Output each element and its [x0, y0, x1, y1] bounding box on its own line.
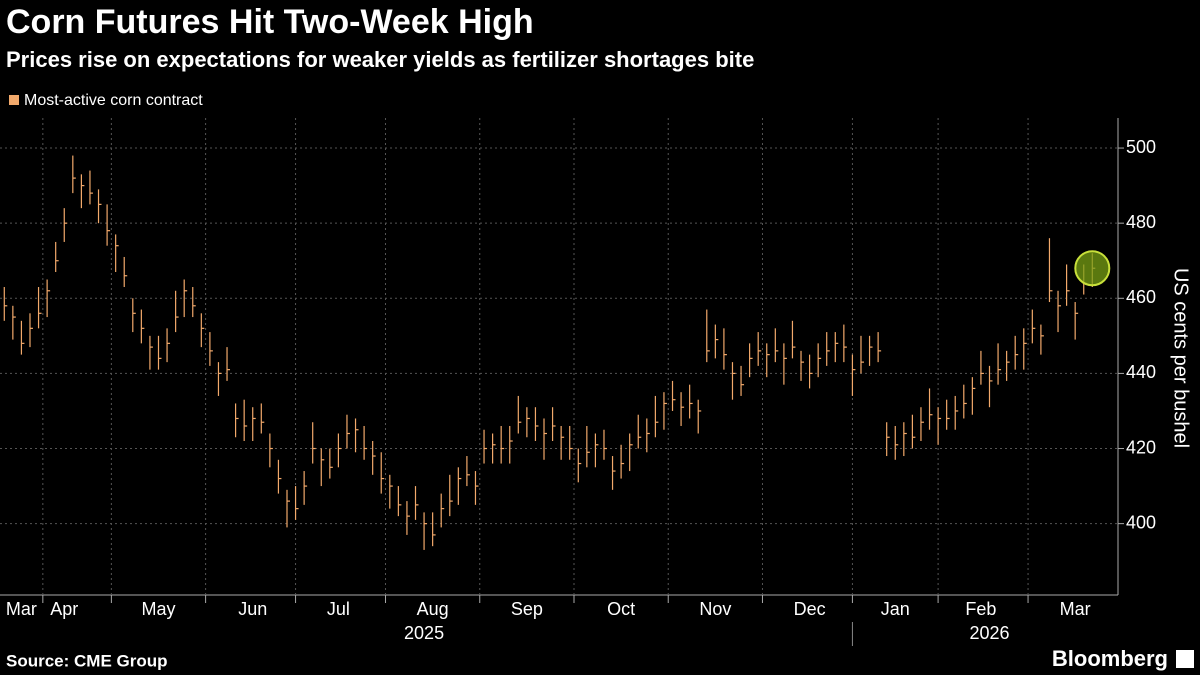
brand: Bloomberg — [1052, 646, 1168, 671]
x-tick-label: May — [141, 599, 175, 619]
chart-subtitle: Prices rise on expectations for weaker y… — [6, 47, 754, 72]
x-group-label: 2025 — [404, 623, 444, 643]
brand-icon — [1176, 650, 1194, 668]
x-tick-label: Jul — [327, 599, 350, 619]
y-tick-label: 400 — [1126, 512, 1156, 532]
highlight-circle — [1074, 250, 1111, 287]
x-tick-label: Jun — [238, 599, 267, 619]
x-tick-label: Mar — [6, 599, 37, 619]
y-tick-label: 460 — [1126, 287, 1156, 307]
x-tick-label: Feb — [965, 599, 996, 619]
source: Source: CME Group — [6, 651, 168, 670]
x-tick-label: Apr — [50, 599, 78, 619]
y-tick-label: 500 — [1126, 137, 1156, 157]
legend-label: Most-active corn contract — [24, 92, 203, 109]
y-axis-label: US cents per bushel — [1170, 268, 1192, 448]
x-tick-label: Aug — [417, 599, 449, 619]
x-tick-label: Jan — [881, 599, 910, 619]
y-tick-label: 420 — [1126, 437, 1156, 457]
x-tick-label: Mar — [1060, 599, 1091, 619]
chart-title: Corn Futures Hit Two-Week High — [6, 3, 534, 41]
x-tick-label: Nov — [699, 599, 731, 619]
x-tick-label: Dec — [794, 599, 826, 619]
y-tick-label: 480 — [1126, 212, 1156, 232]
x-group-label: 2026 — [969, 623, 1009, 643]
x-tick-label: Oct — [607, 599, 635, 619]
legend-swatch — [9, 95, 19, 105]
x-tick-label: Sep — [511, 599, 543, 619]
y-tick-label: 440 — [1126, 362, 1156, 382]
